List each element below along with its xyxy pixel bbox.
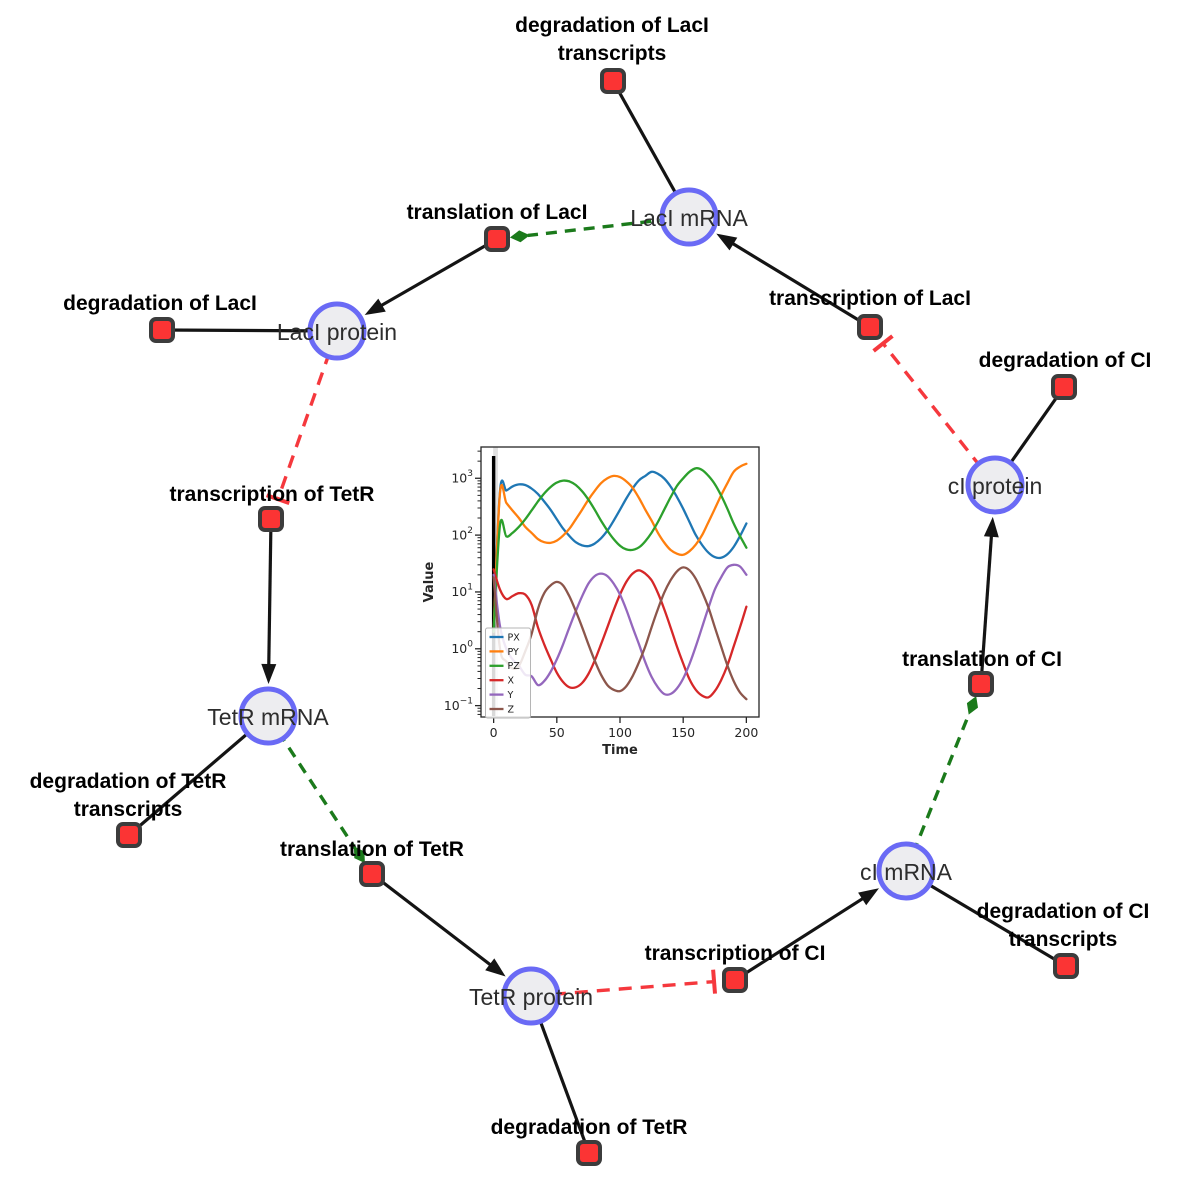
chart-series-PZ <box>492 467 748 633</box>
edge-transc_ci-ci_mrna <box>734 895 867 982</box>
reaction-label-deg_tetr_tr-line1: transcripts <box>74 798 183 821</box>
x-tick-label: 0 <box>490 725 498 740</box>
x-tick-label: 200 <box>734 725 758 740</box>
edge-ci_protein-transc_laci <box>881 342 997 487</box>
reaction-node-transc_ci[interactable] <box>722 967 748 993</box>
edge-transl_tetr-tetr_protein <box>371 872 494 969</box>
labels-layer: degradation of LacI transcripts translatio… <box>30 14 1152 1139</box>
edge-tetr_mrna-deg_tetr_tr <box>127 714 270 837</box>
species-label-ci_protein: cI protein <box>948 473 1043 499</box>
edge-tetr_protein-transc_ci <box>530 979 715 998</box>
x-axis-title: Time <box>602 743 638 758</box>
edges-layer <box>127 80 1067 1154</box>
x-tick-label: 50 <box>549 725 565 740</box>
edge-transl_tetr-tetr_protein-arrowhead <box>485 958 506 977</box>
y-tick-label: 101 <box>451 583 473 600</box>
x-tick-label: 100 <box>608 725 632 740</box>
edge-transc_ci-ci_mrna-arrowhead <box>858 888 879 906</box>
chart-series-Y <box>492 563 748 696</box>
legend-label-Y: Y <box>507 690 514 701</box>
reaction-label-deg_tetr-line0: degradation of TetR <box>491 1116 688 1139</box>
edge-tetr_mrna-transl_tetr-modifier-arrowhead <box>353 846 365 864</box>
reaction-label-transl_ci-line0: translation of CI <box>902 648 1062 671</box>
y-tick-label: 102 <box>451 526 473 543</box>
reaction-node-deg_tetr_tr[interactable] <box>116 822 142 848</box>
y-tick-label: 103 <box>451 469 473 486</box>
reaction-node-transc_tetr[interactable] <box>258 506 284 532</box>
y-tick-label: 100 <box>451 639 473 656</box>
y-tick-label: 10−1 <box>444 696 473 713</box>
reaction-label-transc_laci-line0: transcription of LacI <box>769 287 971 310</box>
edge-laci_protein-transc_tetr <box>276 330 339 500</box>
species-node-laci_protein[interactable] <box>307 301 367 361</box>
edge-laci_mrna-transl_laci-modifier-arrowhead <box>509 230 530 243</box>
reaction-label-deg_laci_tr-line1: transcripts <box>558 42 667 65</box>
reaction-label-deg_laci_tr-line0: degradation of LacI <box>515 14 709 37</box>
edge-ci_mrna-deg_ci_tr <box>905 869 1067 968</box>
reaction-node-transc_laci[interactable] <box>857 314 883 340</box>
edge-transc_laci-laci_mrna-arrowhead <box>716 233 738 251</box>
legend-label-PX: PX <box>508 632 521 643</box>
x-tick-label: 150 <box>671 725 695 740</box>
nodes-layer <box>116 68 1079 1166</box>
species-label-laci_mrna: LacI mRNA <box>630 205 748 231</box>
edge-transl_laci-laci_protein-arrowhead <box>364 298 386 315</box>
chart-series-PX <box>492 470 748 633</box>
edge-transl_ci-ci_protein-arrowhead <box>983 516 999 538</box>
reaction-label-transc_ci-line0: transcription of CI <box>645 942 826 965</box>
reaction-node-transl_laci[interactable] <box>484 226 510 252</box>
chart-series-PY <box>492 462 748 633</box>
species-node-ci_mrna[interactable] <box>876 841 936 901</box>
species-label-tetr_protein: TetR protein <box>469 984 593 1010</box>
edge-ci_mrna-transl_ci-modifier-arrowhead <box>966 696 978 715</box>
legend-label-X: X <box>508 676 515 687</box>
species-label-laci_protein: LacI protein <box>277 319 397 345</box>
reaction-label-deg_laci-line0: degradation of LacI <box>63 292 257 315</box>
reaction-label-deg_ci_tr-line1: transcripts <box>1009 928 1118 951</box>
reaction-node-transl_ci[interactable] <box>968 671 994 697</box>
edge-transc_laci-laci_mrna <box>729 240 871 329</box>
y-axis-title: Value <box>422 561 437 602</box>
species-node-tetr_mrna[interactable] <box>238 686 298 746</box>
reaction-label-transl_laci-line0: translation of LacI <box>407 201 588 224</box>
reaction-label-deg_tetr_tr-line0: degradation of TetR <box>30 770 227 793</box>
reaction-node-transl_tetr[interactable] <box>359 861 385 887</box>
reaction-node-deg_ci_tr[interactable] <box>1053 953 1079 979</box>
species-node-ci_protein[interactable] <box>965 455 1025 515</box>
legend-label-PZ: PZ <box>508 661 521 672</box>
reaction-label-transl_tetr-line0: translation of TetR <box>280 838 464 861</box>
edge-ci_protein-transc_laci-tbar <box>872 334 894 353</box>
edge-transl_ci-ci_protein <box>979 532 994 685</box>
reaction-node-deg_tetr[interactable] <box>576 1140 602 1166</box>
edge-transc_tetr-tetr_mrna <box>267 518 273 669</box>
reaction-label-deg_ci-line0: degradation of CI <box>979 349 1152 372</box>
species-node-tetr_protein[interactable] <box>501 966 561 1026</box>
edge-transl_laci-laci_protein <box>377 237 498 309</box>
species-label-tetr_mrna: TetR mRNA <box>207 704 329 730</box>
edge-laci_protein-transc_tetr-tbar <box>265 493 290 506</box>
reaction-label-transc_tetr-line0: transcription of TetR <box>170 483 375 506</box>
species-label-ci_mrna: cI mRNA <box>860 859 953 885</box>
simulation-plot: 10−1 100 101 102 103 0 50 100 150 200 Time Value PX P… <box>422 446 760 758</box>
reaction-node-deg_laci[interactable] <box>149 317 175 343</box>
edge-transc_tetr-tetr_mrna-arrowhead <box>261 663 277 684</box>
species-node-laci_mrna[interactable] <box>659 187 719 247</box>
reaction-node-deg_ci[interactable] <box>1051 374 1077 400</box>
reaction-label-deg_ci_tr-line0: degradation of CI <box>977 900 1150 923</box>
edge-tetr_protein-transc_ci-tbar <box>711 969 717 994</box>
reaction-node-deg_laci_tr[interactable] <box>600 68 626 94</box>
chart-series-Z <box>492 566 748 701</box>
legend-label-PY: PY <box>508 647 520 658</box>
legend-label-Z: Z <box>508 704 515 715</box>
